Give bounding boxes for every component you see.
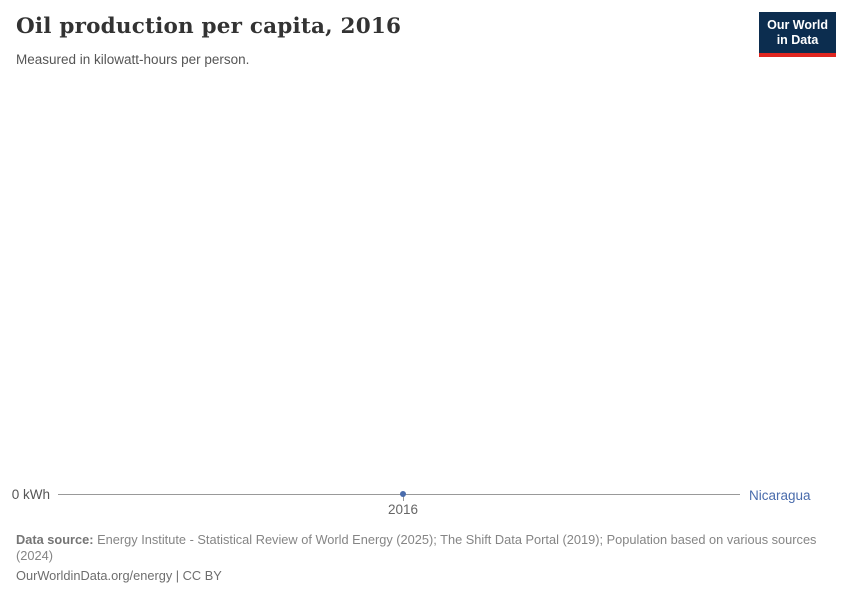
owid-logo-line1: Our World xyxy=(767,18,828,32)
data-point-marker[interactable] xyxy=(400,491,406,497)
x-axis-tick-mark xyxy=(403,495,404,501)
data-source-label: Data source: xyxy=(16,532,94,547)
data-source-text: Energy Institute - Statistical Review of… xyxy=(16,532,817,563)
data-source-line: Data source: Energy Institute - Statisti… xyxy=(16,532,818,563)
x-axis-year-label: 2016 xyxy=(387,502,419,517)
chart-subtitle: Measured in kilowatt-hours per person. xyxy=(16,52,250,67)
owid-logo[interactable]: Our World in Data xyxy=(759,12,836,57)
owid-logo-line2: in Data xyxy=(776,33,819,47)
entity-label-nicaragua[interactable]: Nicaragua xyxy=(749,488,811,503)
page-title: Oil production per capita, 2016 xyxy=(16,14,402,39)
x-axis-line xyxy=(58,494,740,495)
y-axis-tick-label: 0 kWh xyxy=(11,487,50,502)
license-link[interactable]: OurWorldinData.org/energy | CC BY xyxy=(16,568,222,583)
